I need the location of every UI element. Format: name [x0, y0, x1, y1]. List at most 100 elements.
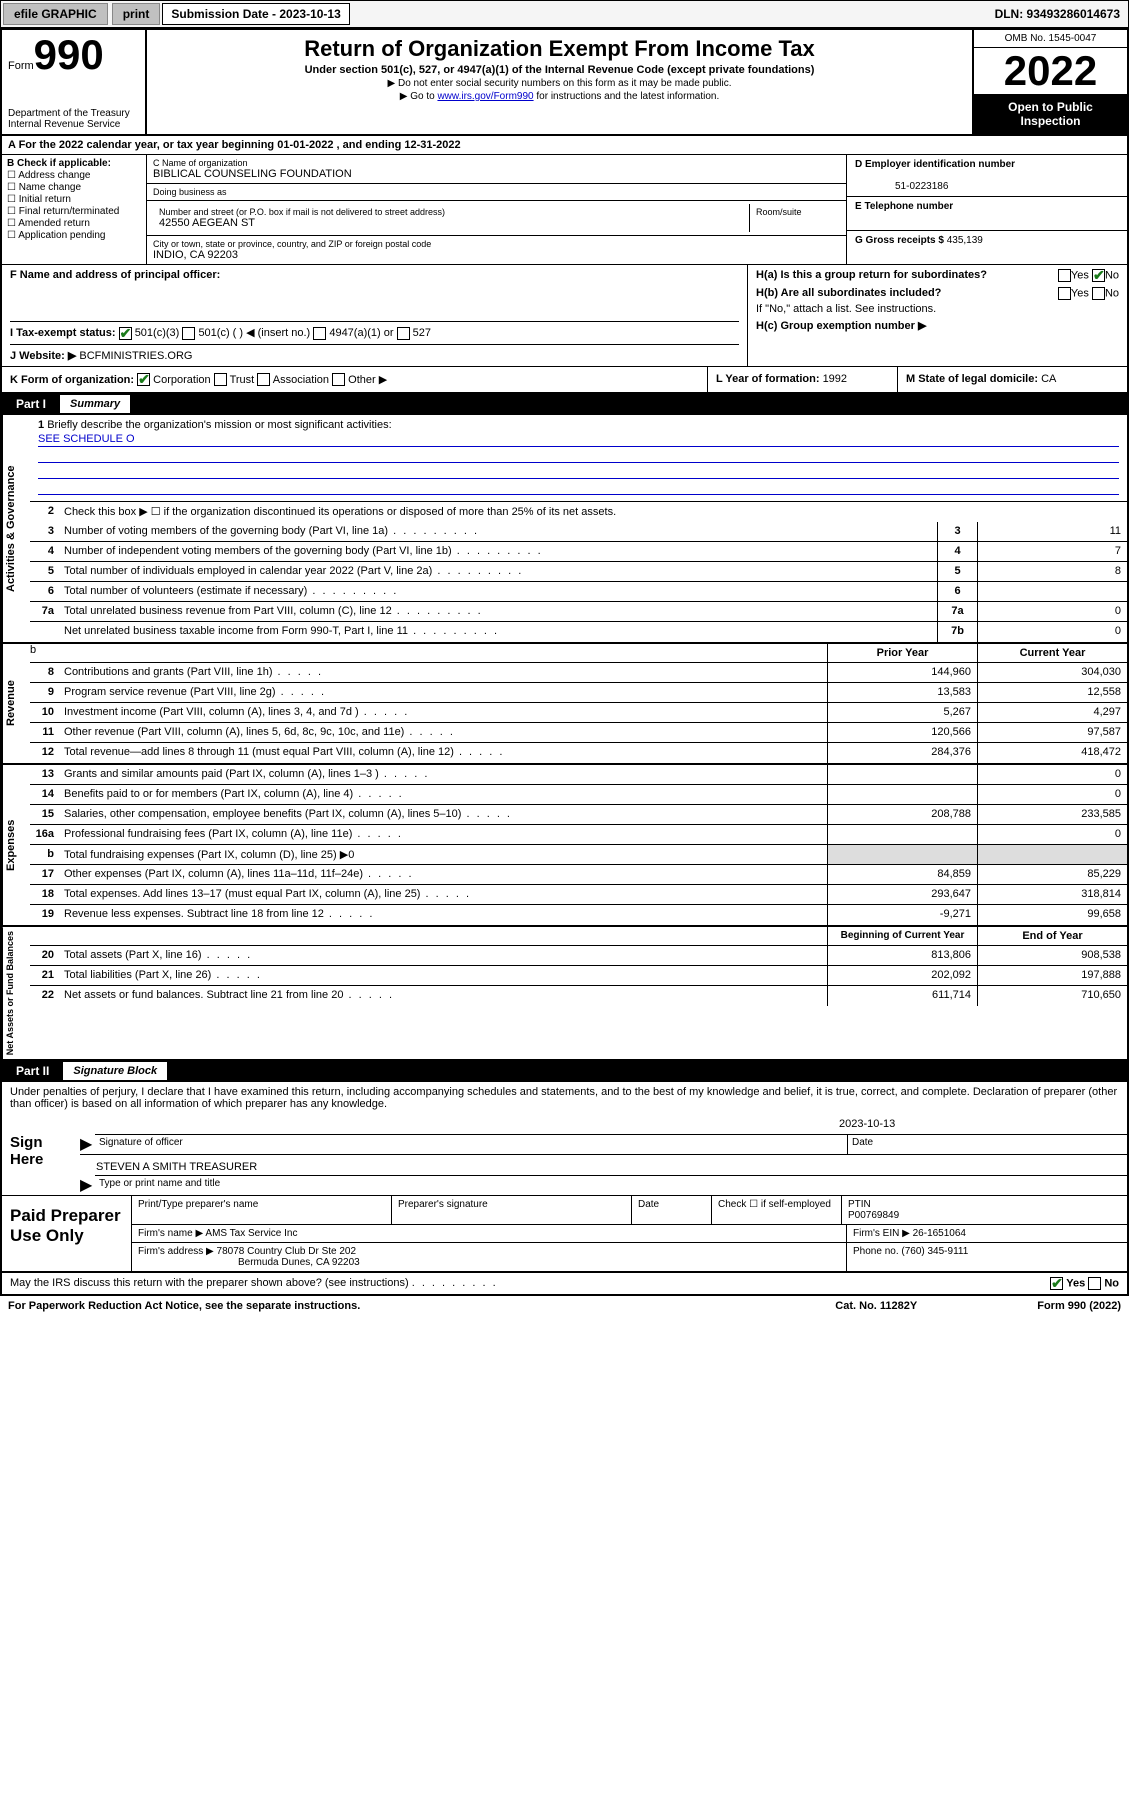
discuss-row: May the IRS discuss this return with the…	[2, 1273, 1127, 1294]
data-row: 22 Net assets or fund balances. Subtract…	[30, 986, 1127, 1006]
data-row: 11 Other revenue (Part VIII, column (A),…	[30, 723, 1127, 743]
discuss-no[interactable]	[1088, 1277, 1101, 1290]
dba-cell: Doing business as	[147, 184, 846, 201]
data-row: 20 Total assets (Part X, line 16) 813,80…	[30, 946, 1127, 966]
gov-section: Activities & Governance 1 Briefly descri…	[2, 415, 1127, 644]
top-toolbar: efile GRAPHIC print Submission Date - 20…	[0, 0, 1129, 28]
chk-corp[interactable]	[137, 373, 150, 386]
gov-row: 5 Total number of individuals employed i…	[30, 562, 1127, 582]
street-cell: Number and street (or P.O. box if mail i…	[147, 201, 846, 236]
data-row: 18 Total expenses. Add lines 13–17 (must…	[30, 885, 1127, 905]
hb-yes[interactable]	[1058, 287, 1071, 300]
tax-year: 2022	[974, 48, 1127, 94]
gov-row: 7a Total unrelated business revenue from…	[30, 602, 1127, 622]
gov-row: 6 Total number of volunteers (estimate i…	[30, 582, 1127, 602]
ha-no[interactable]	[1092, 269, 1105, 282]
footer: For Paperwork Reduction Act Notice, see …	[0, 1296, 1129, 1316]
hb-no[interactable]	[1092, 287, 1105, 300]
form-title: Return of Organization Exempt From Incom…	[155, 36, 964, 62]
part1-header: Part I Summary	[2, 394, 1127, 415]
form-subtitle: Under section 501(c), 527, or 4947(a)(1)…	[155, 64, 964, 76]
sig-officer: Signature of officer	[95, 1134, 847, 1154]
net-header: Beginning of Current Year End of Year	[30, 927, 1127, 946]
gov-row: Net unrelated business taxable income fr…	[30, 622, 1127, 642]
vtab-expenses: Expenses	[2, 765, 30, 925]
submission-date: Submission Date - 2023-10-13	[162, 3, 349, 25]
irs-link[interactable]: www.irs.gov/Form990	[437, 91, 533, 102]
header-right: OMB No. 1545-0047 2022 Open to Public In…	[972, 30, 1127, 134]
chk-501c3[interactable]	[119, 327, 132, 340]
data-row: b Total fundraising expenses (Part IX, c…	[30, 845, 1127, 865]
data-row: 17 Other expenses (Part IX, column (A), …	[30, 865, 1127, 885]
period-row: A For the 2022 calendar year, or tax yea…	[2, 136, 1127, 155]
chk-name-change[interactable]: ☐ Name change	[7, 182, 141, 193]
room-suite: Room/suite	[750, 204, 840, 232]
sign-block: Sign Here 2023-10-13 ▶ Signature of offi…	[2, 1114, 1127, 1196]
data-row: 19 Revenue less expenses. Subtract line …	[30, 905, 1127, 925]
form-number: 990	[34, 31, 104, 78]
note-2: ▶ Go to www.irs.gov/Form990 for instruct…	[155, 91, 964, 102]
ha-yes[interactable]	[1058, 269, 1071, 282]
sig-date: Date	[847, 1134, 1127, 1154]
ein-cell: D Employer identification number 51-0223…	[847, 155, 1127, 197]
data-row: 13 Grants and similar amounts paid (Part…	[30, 765, 1127, 785]
paid-preparer: Paid Preparer Use Only Print/Type prepar…	[2, 1196, 1127, 1273]
declaration: Under penalties of perjury, I declare th…	[2, 1082, 1127, 1114]
phone-cell: E Telephone number	[847, 197, 1127, 231]
chk-other[interactable]	[332, 373, 345, 386]
row-k: K Form of organization: Corporation Trus…	[2, 367, 1127, 395]
chk-amended[interactable]: ☐ Amended return	[7, 218, 141, 229]
vtab-net: Net Assets or Fund Balances	[2, 927, 30, 1059]
chk-assoc[interactable]	[257, 373, 270, 386]
chk-4947[interactable]	[313, 327, 326, 340]
sign-here-label: Sign Here	[2, 1114, 72, 1195]
form-prefix: Form	[8, 60, 34, 72]
chk-trust[interactable]	[214, 373, 227, 386]
right-info: D Employer identification number 51-0223…	[847, 155, 1127, 264]
header-left: Form990 Department of the Treasury Inter…	[2, 30, 147, 134]
print-button[interactable]: print	[112, 3, 161, 25]
header-center: Return of Organization Exempt From Incom…	[147, 30, 972, 134]
rev-header: b Prior Year Current Year	[30, 644, 1127, 663]
chk-final-return[interactable]: ☐ Final return/terminated	[7, 206, 141, 217]
paid-label: Paid Preparer Use Only	[2, 1196, 132, 1271]
efile-button[interactable]: efile GRAPHIC	[3, 3, 108, 25]
chk-initial-return[interactable]: ☐ Initial return	[7, 194, 141, 205]
data-row: 8 Contributions and grants (Part VIII, l…	[30, 663, 1127, 683]
open-inspection: Open to Public Inspection	[974, 94, 1127, 134]
sig-name: Type or print name and title	[95, 1175, 1127, 1195]
gross-cell: G Gross receipts $ 435,139	[847, 231, 1127, 264]
data-row: 16a Professional fundraising fees (Part …	[30, 825, 1127, 845]
city-cell: City or town, state or province, country…	[147, 236, 846, 264]
gov-row: 3 Number of voting members of the govern…	[30, 522, 1127, 542]
chk-app-pending[interactable]: ☐ Application pending	[7, 230, 141, 241]
mission-box: 1 Briefly describe the organization's mi…	[30, 415, 1127, 502]
rev-section: Revenue b Prior Year Current Year 8 Cont…	[2, 644, 1127, 765]
info-section: B Check if applicable: ☐ Address change …	[2, 155, 1127, 265]
exp-section: Expenses 13 Grants and similar amounts p…	[2, 765, 1127, 927]
org-name-cell: C Name of organization BIBLICAL COUNSELI…	[147, 155, 846, 184]
omb-number: OMB No. 1545-0047	[974, 30, 1127, 48]
row-f: F Name and address of principal officer:…	[2, 265, 747, 366]
net-section: Net Assets or Fund Balances Beginning of…	[2, 927, 1127, 1061]
data-row: 9 Program service revenue (Part VIII, li…	[30, 683, 1127, 703]
part2-header: Part II Signature Block	[2, 1061, 1127, 1082]
org-info: C Name of organization BIBLICAL COUNSELI…	[147, 155, 847, 264]
vtab-governance: Activities & Governance	[2, 415, 30, 642]
discuss-yes[interactable]	[1050, 1277, 1063, 1290]
chk-501c[interactable]	[182, 327, 195, 340]
dln: DLN: 93493286014673	[987, 3, 1128, 25]
row-f-h: F Name and address of principal officer:…	[2, 265, 1127, 367]
form-header: Form990 Department of the Treasury Inter…	[2, 30, 1127, 136]
vtab-revenue: Revenue	[2, 644, 30, 763]
dept-label: Department of the Treasury Internal Reve…	[8, 108, 139, 130]
section-b: B Check if applicable: ☐ Address change …	[2, 155, 147, 264]
data-row: 10 Investment income (Part VIII, column …	[30, 703, 1127, 723]
chk-527[interactable]	[397, 327, 410, 340]
gov-row: 4 Number of independent voting members o…	[30, 542, 1127, 562]
form-container: Form990 Department of the Treasury Inter…	[0, 28, 1129, 1296]
note-1: ▶ Do not enter social security numbers o…	[155, 78, 964, 89]
chk-address-change[interactable]: ☐ Address change	[7, 170, 141, 181]
data-row: 15 Salaries, other compensation, employe…	[30, 805, 1127, 825]
data-row: 12 Total revenue—add lines 8 through 11 …	[30, 743, 1127, 763]
